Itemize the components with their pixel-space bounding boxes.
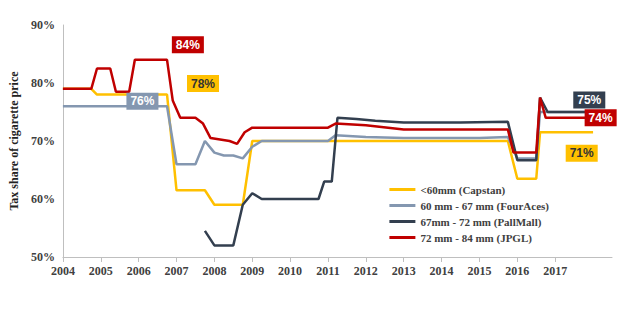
svg-text:2015: 2015 <box>467 264 491 278</box>
svg-text:2012: 2012 <box>354 264 378 278</box>
svg-text:2010: 2010 <box>278 264 302 278</box>
svg-text:78%: 78% <box>191 77 215 91</box>
svg-text:2016: 2016 <box>505 264 529 278</box>
svg-text:72 mm - 84 mm (JPGL): 72 mm - 84 mm (JPGL) <box>420 232 532 245</box>
svg-text:71%: 71% <box>570 146 594 160</box>
svg-text:2007: 2007 <box>165 264 189 278</box>
svg-text:70%: 70% <box>31 134 55 148</box>
svg-text:2009: 2009 <box>240 264 264 278</box>
svg-text:2011: 2011 <box>316 264 339 278</box>
svg-text:2013: 2013 <box>392 264 416 278</box>
svg-text:67mm - 72 mm (PallMall): 67mm - 72 mm (PallMall) <box>420 216 541 229</box>
svg-text:74%: 74% <box>589 111 613 125</box>
svg-text:2006: 2006 <box>127 264 151 278</box>
svg-text:50%: 50% <box>31 250 55 264</box>
svg-text:60%: 60% <box>31 192 55 206</box>
svg-text:2017: 2017 <box>543 264 567 278</box>
svg-text:84%: 84% <box>176 38 200 52</box>
svg-text:2005: 2005 <box>89 264 113 278</box>
svg-text:<60mm (Capstan): <60mm (Capstan) <box>420 184 505 197</box>
svg-text:2008: 2008 <box>202 264 226 278</box>
svg-text:75%: 75% <box>577 93 601 107</box>
svg-text:80%: 80% <box>31 76 55 90</box>
svg-text:90%: 90% <box>31 18 55 32</box>
svg-text:60 mm - 67 mm (FourAces): 60 mm - 67 mm (FourAces) <box>420 200 549 213</box>
svg-text:2014: 2014 <box>430 264 454 278</box>
svg-text:2004: 2004 <box>51 264 75 278</box>
svg-text:Tax share of cigarette price: Tax share of cigarette price <box>7 71 21 211</box>
svg-text:76%: 76% <box>130 94 154 108</box>
